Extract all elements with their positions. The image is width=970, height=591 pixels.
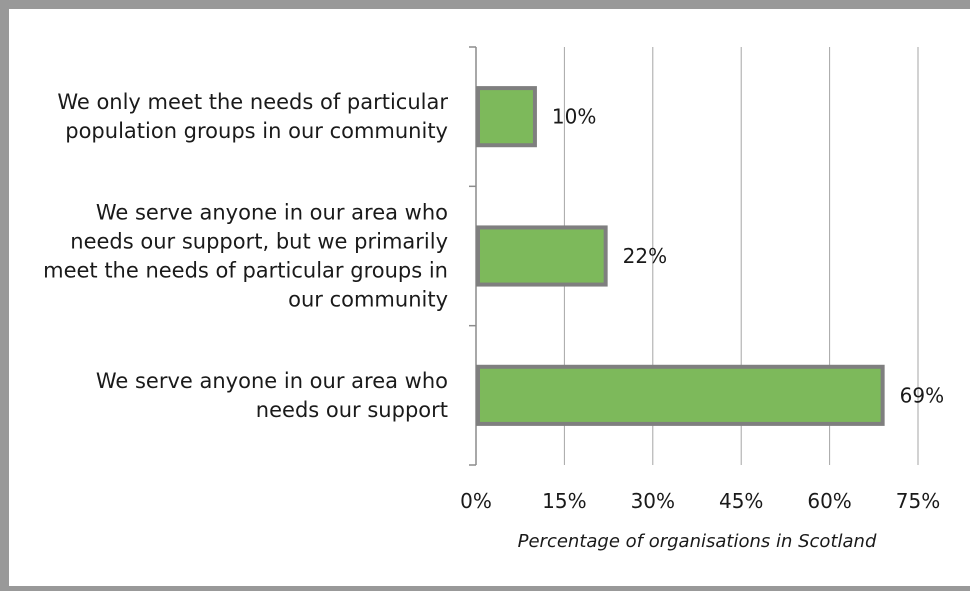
category-label-line: population groups in our community xyxy=(65,119,448,143)
x-axis-title: Percentage of organisations in Scotland xyxy=(518,531,877,552)
data-label: 22% xyxy=(623,244,667,268)
x-tick-label: 60% xyxy=(807,489,851,513)
x-tick-label: 30% xyxy=(631,489,675,513)
x-tick-label: 75% xyxy=(896,489,940,513)
bar xyxy=(476,225,608,287)
y-axis xyxy=(469,46,477,466)
frame-top xyxy=(0,0,970,9)
x-tick-label: 45% xyxy=(719,489,763,513)
x-tick-label: 0% xyxy=(460,489,492,513)
data-labels: 10% 22% 69% xyxy=(552,105,944,408)
category-label: We serve anyone in our area who needs our… xyxy=(96,369,448,422)
data-label: 69% xyxy=(900,383,944,407)
category-label-line: We only meet the needs of particular xyxy=(57,90,448,114)
category-label-line: needs our support, but we primarily xyxy=(70,230,448,254)
category-label-line: We serve anyone in our area who xyxy=(96,201,448,225)
category-label: We serve anyone in our area who needs our… xyxy=(43,201,448,312)
category-label-line: needs our support xyxy=(256,398,448,422)
bar xyxy=(476,364,885,426)
x-tick-labels: 0% 15% 30% 45% 60% 75% xyxy=(460,489,940,513)
category-label-line: meet the needs of particular groups in xyxy=(43,259,448,283)
category-label-line: We serve anyone in our area who xyxy=(96,369,448,393)
bars xyxy=(476,86,885,426)
category-labels: We only meet the needs of particular popu… xyxy=(43,90,448,422)
category-label: We only meet the needs of particular popu… xyxy=(57,90,448,143)
frame-bottom xyxy=(0,586,970,591)
data-label: 10% xyxy=(552,105,596,129)
bar xyxy=(476,86,537,148)
frame-left xyxy=(0,0,9,591)
x-tick-label: 15% xyxy=(542,489,586,513)
category-label-line: our community xyxy=(288,288,448,312)
